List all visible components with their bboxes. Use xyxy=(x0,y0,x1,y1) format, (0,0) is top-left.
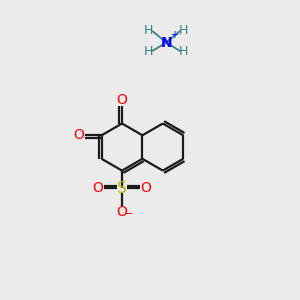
Text: S: S xyxy=(117,181,127,196)
Text: +: + xyxy=(169,30,178,40)
Text: H: H xyxy=(144,24,153,38)
Text: O: O xyxy=(92,181,103,195)
Text: H: H xyxy=(144,45,153,58)
Text: O: O xyxy=(141,181,152,195)
Text: O: O xyxy=(73,128,84,142)
Text: O: O xyxy=(117,93,128,107)
Text: O: O xyxy=(117,206,128,219)
Text: H: H xyxy=(179,45,188,58)
Text: H: H xyxy=(179,24,188,38)
Text: N: N xyxy=(160,35,172,50)
Text: −: − xyxy=(124,209,133,219)
